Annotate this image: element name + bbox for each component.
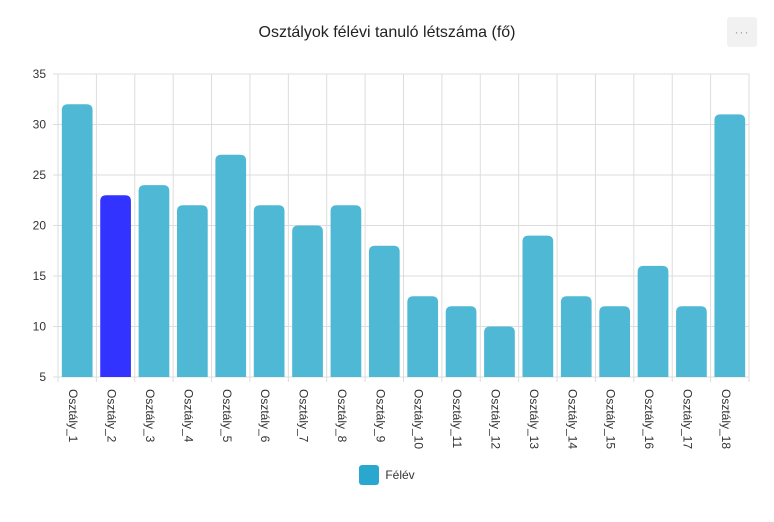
bar-osztály_2[interactable] <box>100 195 131 377</box>
y-tick-label: 15 <box>33 269 47 283</box>
x-tick-label: Osztály_11 <box>450 389 464 448</box>
y-axis-ticks: 5 10 15 20 25 30 35 <box>33 67 47 384</box>
ellipsis-icon: ··· <box>734 25 750 39</box>
bar-osztály_18[interactable] <box>714 114 746 378</box>
legend-label: Félév <box>385 468 415 482</box>
x-tick-label: Osztály_14 <box>565 389 579 449</box>
x-tick-label: Osztály_1 <box>66 389 80 443</box>
bar-osztály_10[interactable] <box>407 296 439 377</box>
x-tick-label: Osztály_16 <box>642 389 656 449</box>
bar-osztály_6[interactable] <box>253 205 285 377</box>
legend[interactable]: Félév <box>0 465 774 485</box>
bar-osztály_16[interactable] <box>637 265 669 377</box>
x-tick-label: Osztály_9 <box>373 389 387 443</box>
x-tick-label: Osztály_6 <box>258 389 272 443</box>
x-tick-label: Osztály_17 <box>680 389 694 449</box>
bar-osztály_11[interactable] <box>445 306 477 377</box>
bar-osztály_9[interactable] <box>368 245 400 377</box>
y-tick-label: 5 <box>39 370 46 384</box>
y-tick-label: 25 <box>33 168 47 182</box>
x-tick-label: Osztály_8 <box>335 389 349 443</box>
bar-osztály_4[interactable] <box>177 205 208 377</box>
x-tick-label: Osztály_4 <box>181 389 195 443</box>
x-tick-label: Osztály_7 <box>297 389 311 443</box>
bar-osztály_5[interactable] <box>215 154 247 377</box>
x-axis-ticks: Osztály_1 Osztály_2 Osztály_3 Osztály_4 Oszt… <box>66 389 733 449</box>
y-tick-label: 30 <box>33 118 47 132</box>
bar-osztály_15[interactable] <box>599 306 630 377</box>
x-tick-label: Osztály_13 <box>527 389 541 449</box>
bar-osztály_1[interactable] <box>61 104 93 378</box>
y-tick-label: 20 <box>33 219 47 233</box>
x-tick-label: Osztály_15 <box>604 389 618 449</box>
bar-osztály_7[interactable] <box>292 225 323 378</box>
bar-osztály_14[interactable] <box>560 296 592 377</box>
x-tick-label: Osztály_12 <box>488 389 502 449</box>
bar-osztály_17[interactable] <box>676 306 707 377</box>
bar-osztály_8[interactable] <box>330 205 362 377</box>
x-tick-label: Osztály_2 <box>105 389 119 443</box>
y-tick-label: 35 <box>33 67 47 81</box>
x-tick-label: Osztály_3 <box>143 389 157 443</box>
bar-osztály_3[interactable] <box>138 185 170 377</box>
x-tick-label: Osztály_10 <box>412 389 426 449</box>
bar-osztály_12[interactable] <box>484 326 515 378</box>
bar-osztály_13[interactable] <box>522 235 554 377</box>
legend-swatch <box>359 465 380 485</box>
x-tick-label: Osztály_5 <box>220 389 234 443</box>
y-tick-label: 10 <box>33 320 47 334</box>
bars <box>61 104 746 378</box>
chart-title: Osztályok félévi tanuló létszáma (fő) <box>258 24 516 41</box>
chart-menu-button[interactable]: ··· <box>727 17 757 47</box>
grid-lines <box>53 73 750 382</box>
x-tick-label: Osztály_18 <box>719 389 733 449</box>
